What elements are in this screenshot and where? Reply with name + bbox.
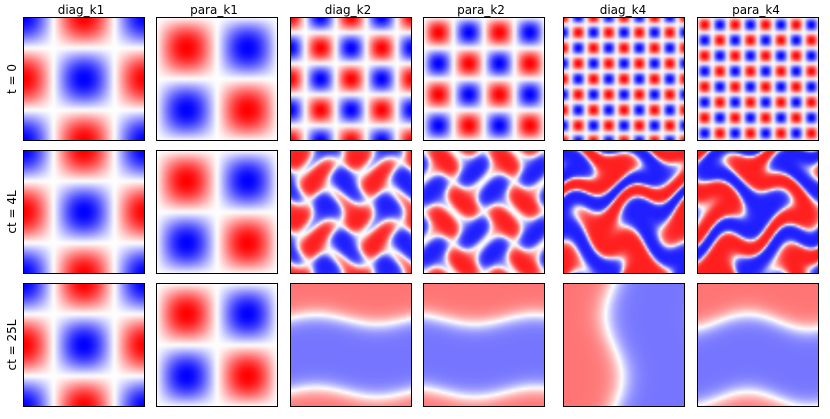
panel-frame xyxy=(697,150,819,274)
column-title: para_k2 xyxy=(457,3,505,17)
panel-frame xyxy=(697,283,819,407)
field-panel-diag_k4-row1 xyxy=(563,17,685,141)
row-label: t = 0 xyxy=(5,64,19,94)
field-panel-diag_k2-row2 xyxy=(290,150,412,274)
column-title: diag_k4 xyxy=(600,3,647,17)
field-panel-diag_k1-row3 xyxy=(23,283,145,407)
row-label: ct = 4L xyxy=(5,190,19,234)
field-panel-para_k2-row2 xyxy=(423,150,545,274)
panel-frame xyxy=(156,283,278,407)
field-panel-para_k2-row3 xyxy=(423,283,545,407)
panel-frame xyxy=(290,150,412,274)
field-panel-para_k4-row2 xyxy=(697,150,819,274)
field-panel-diag_k2-row3 xyxy=(290,283,412,407)
panel-frame xyxy=(23,150,145,274)
panel-frame xyxy=(423,283,545,407)
field-panel-para_k4-row3 xyxy=(697,283,819,407)
field-panel-para_k1-row1 xyxy=(156,17,278,141)
field-panel-diag_k1-row1 xyxy=(23,17,145,141)
panel-frame xyxy=(563,150,685,274)
panel-frame xyxy=(423,17,545,141)
column-title: diag_k1 xyxy=(58,3,105,17)
panel-frame xyxy=(23,283,145,407)
column-title: para_k4 xyxy=(732,3,780,17)
panel-frame xyxy=(156,17,278,141)
panel-frame xyxy=(563,283,685,407)
panel-frame xyxy=(697,17,819,141)
panel-frame xyxy=(156,150,278,274)
field-panel-para_k1-row2 xyxy=(156,150,278,274)
panel-frame xyxy=(23,17,145,141)
column-title: diag_k2 xyxy=(325,3,372,17)
panel-frame xyxy=(290,17,412,141)
field-panel-para_k1-row3 xyxy=(156,283,278,407)
field-panel-diag_k4-row2 xyxy=(563,150,685,274)
panel-frame xyxy=(290,283,412,407)
panel-grid xyxy=(23,17,819,407)
field-panel-para_k4-row1 xyxy=(697,17,819,141)
panel-frame xyxy=(423,150,545,274)
row-label: ct = 25L xyxy=(5,319,19,370)
column-title: para_k1 xyxy=(190,3,238,17)
field-panel-para_k2-row1 xyxy=(423,17,545,141)
field-panel-diag_k4-row3 xyxy=(563,283,685,407)
field-panel-diag_k2-row1 xyxy=(290,17,412,141)
field-panel-diag_k1-row2 xyxy=(23,150,145,274)
panel-frame xyxy=(563,17,685,141)
